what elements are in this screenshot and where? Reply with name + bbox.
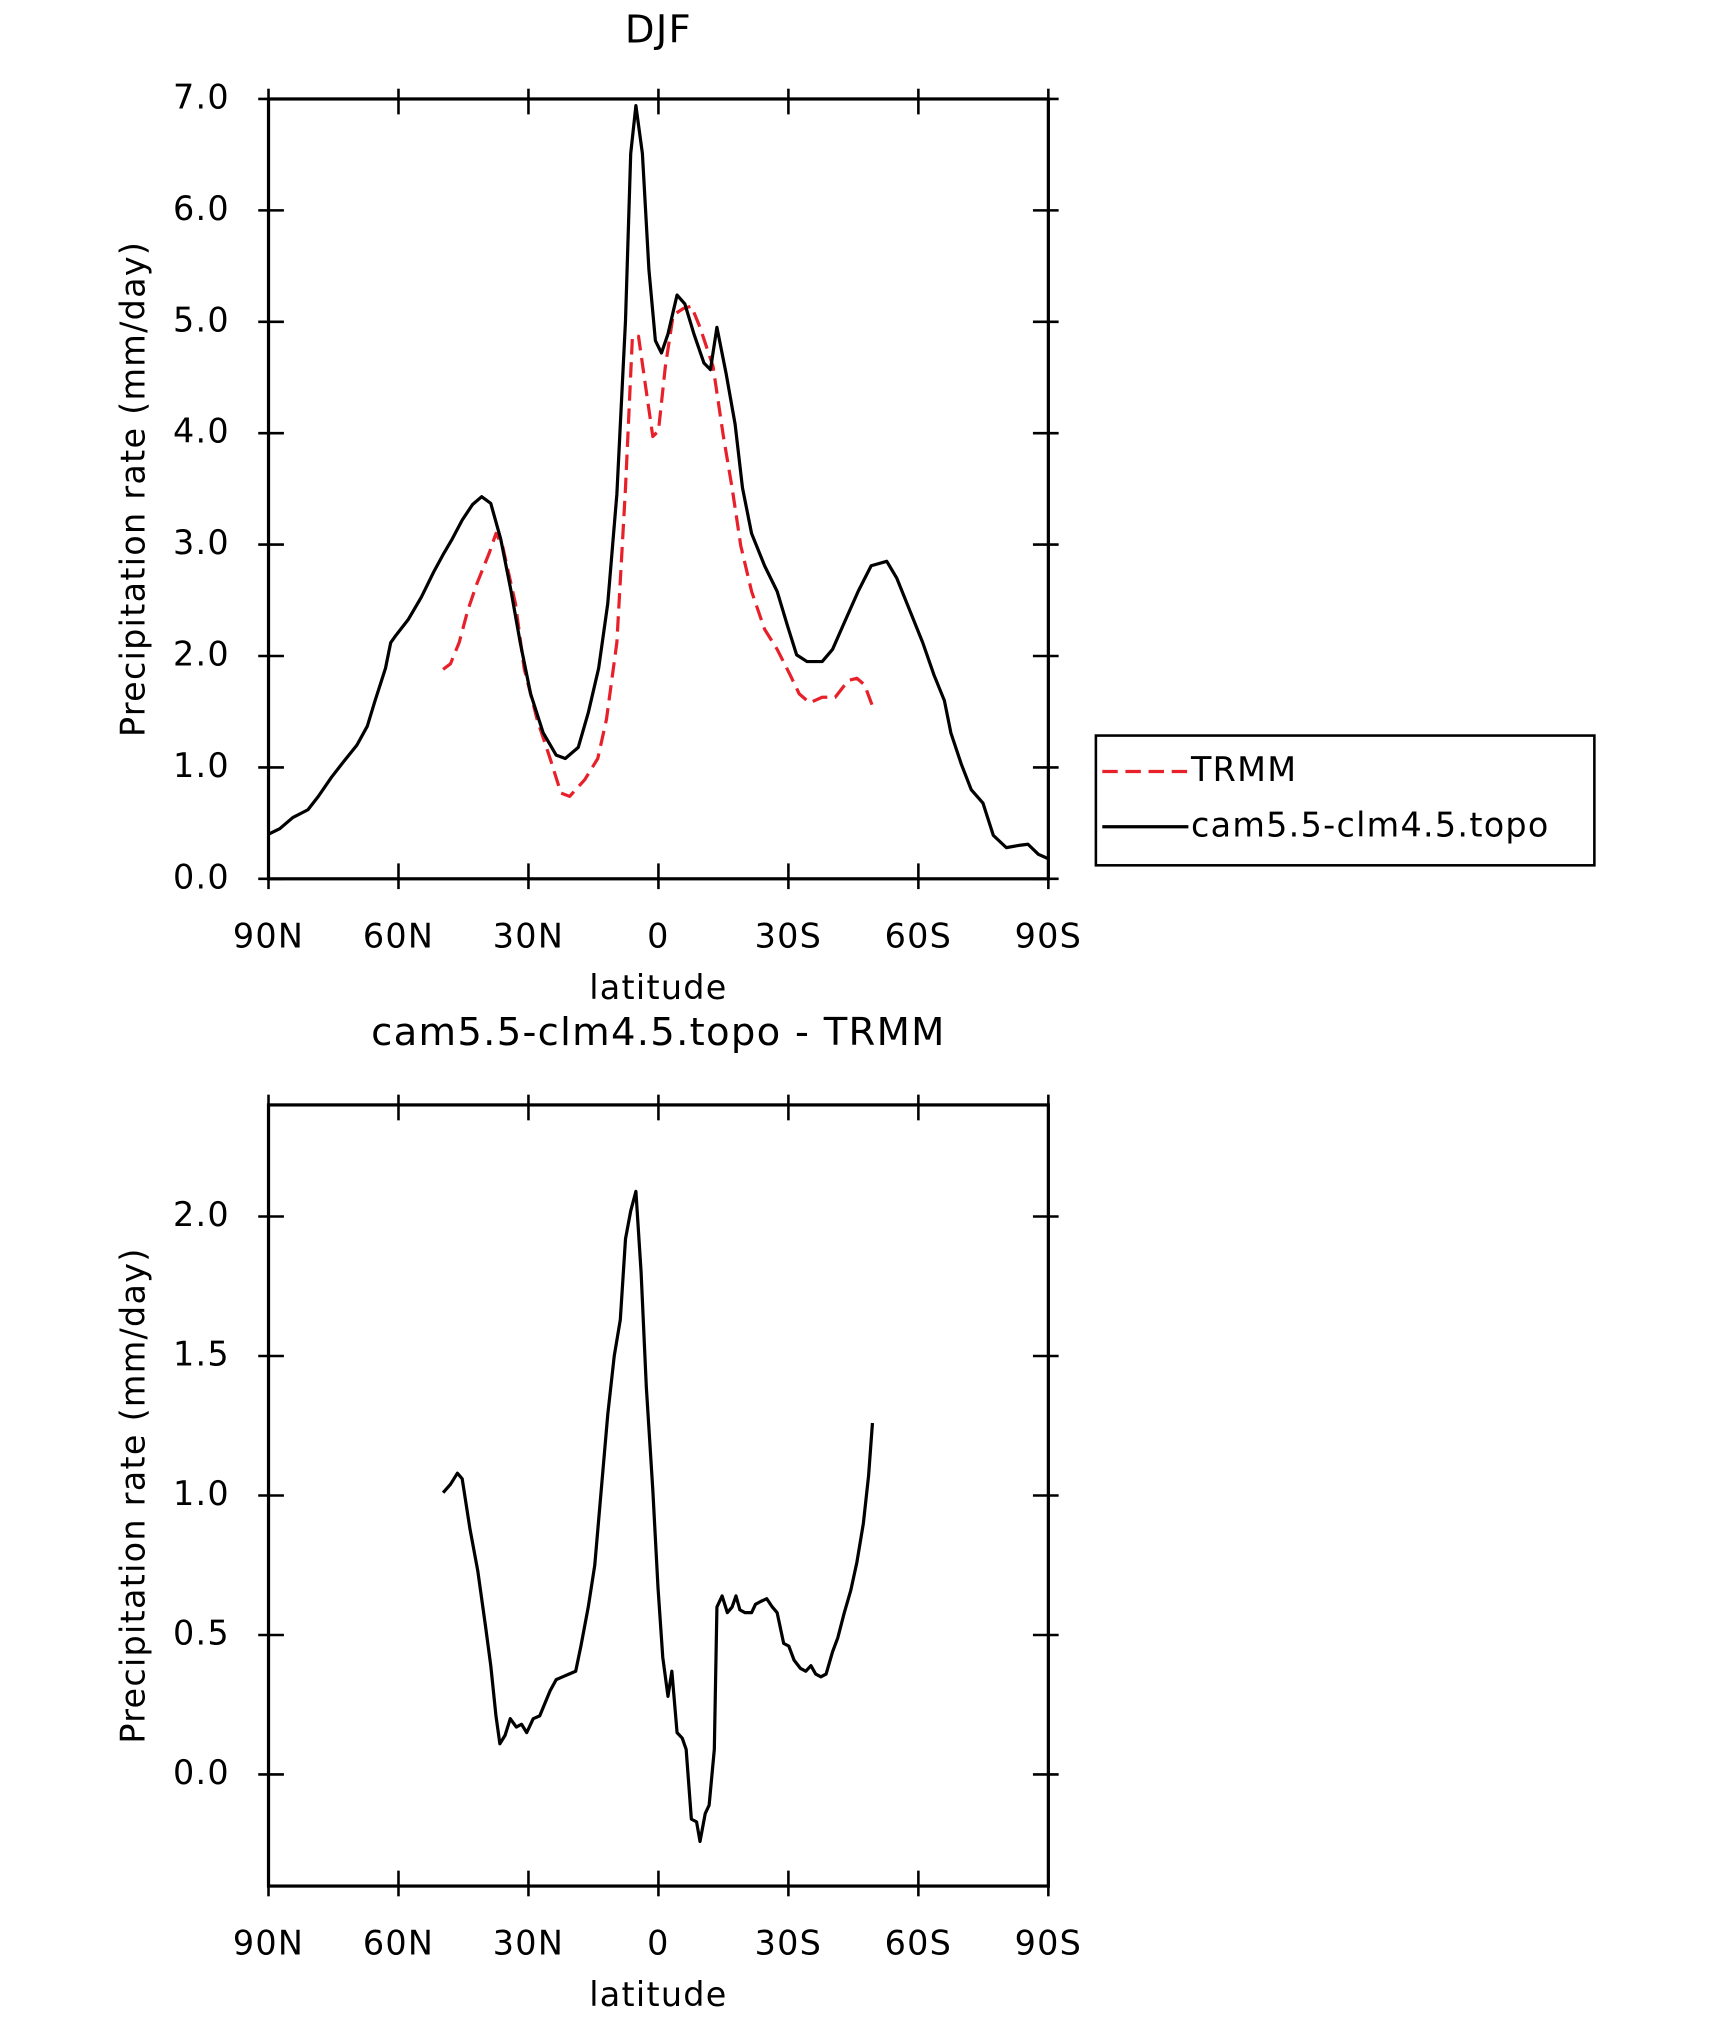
- y-tick-label: 1.5: [173, 1335, 230, 1374]
- y-axis-label: Precipitation rate (mm/day): [113, 1247, 152, 1743]
- x-tick-label: 90N: [233, 1924, 304, 1963]
- x-tick-label: 0: [647, 916, 670, 955]
- y-tick-label: 0.0: [173, 1753, 230, 1792]
- y-tick-label: 1.0: [173, 746, 230, 785]
- chart-title: cam5.5-clm4.5.topo - TRMM: [371, 1010, 945, 1055]
- x-axis-label: latitude: [589, 968, 727, 1007]
- y-tick-label: 2.0: [173, 1195, 230, 1234]
- x-tick-label: 60N: [363, 1924, 434, 1963]
- y-tick-label: 1.0: [173, 1474, 230, 1513]
- x-tick-label: 60S: [885, 1924, 953, 1963]
- y-tick-label: 2.0: [173, 635, 230, 674]
- y-tick-label: 6.0: [173, 189, 230, 228]
- x-tick-label: 30S: [755, 916, 823, 955]
- x-tick-label: 0: [647, 1924, 670, 1963]
- chart-title: DJF: [625, 8, 692, 53]
- x-tick-label: 90S: [1015, 916, 1083, 955]
- plot-frame: [266, 1103, 1050, 1888]
- x-tick-label: 60S: [885, 916, 953, 955]
- y-axis-label: Precipitation rate (mm/day): [113, 241, 152, 737]
- x-tick-label: 60N: [363, 916, 434, 955]
- y-tick-label: 4.0: [173, 412, 230, 451]
- x-tick-label: 90N: [233, 916, 304, 955]
- x-tick-label: 90S: [1015, 1924, 1083, 1963]
- y-tick-label: 3.0: [173, 523, 230, 562]
- y-tick-label: 5.0: [173, 300, 230, 339]
- data-line: [267, 104, 1050, 861]
- data-line: [442, 304, 874, 798]
- y-tick-label: 0.0: [173, 857, 230, 896]
- x-tick-label: 30N: [493, 916, 564, 955]
- x-axis-label: latitude: [589, 1975, 727, 2014]
- legend-label: cam5.5-clm4.5.topo: [1191, 805, 1550, 844]
- x-tick-label: 30S: [755, 1924, 823, 1963]
- data-line: [441, 1189, 875, 1844]
- y-tick-label: 7.0: [173, 77, 230, 116]
- y-tick-label: 0.5: [173, 1613, 230, 1652]
- legend-label: TRMM: [1190, 750, 1297, 789]
- legend-box: [1094, 734, 1596, 867]
- x-tick-label: 30N: [493, 1924, 564, 1963]
- plot-frame: [266, 97, 1050, 881]
